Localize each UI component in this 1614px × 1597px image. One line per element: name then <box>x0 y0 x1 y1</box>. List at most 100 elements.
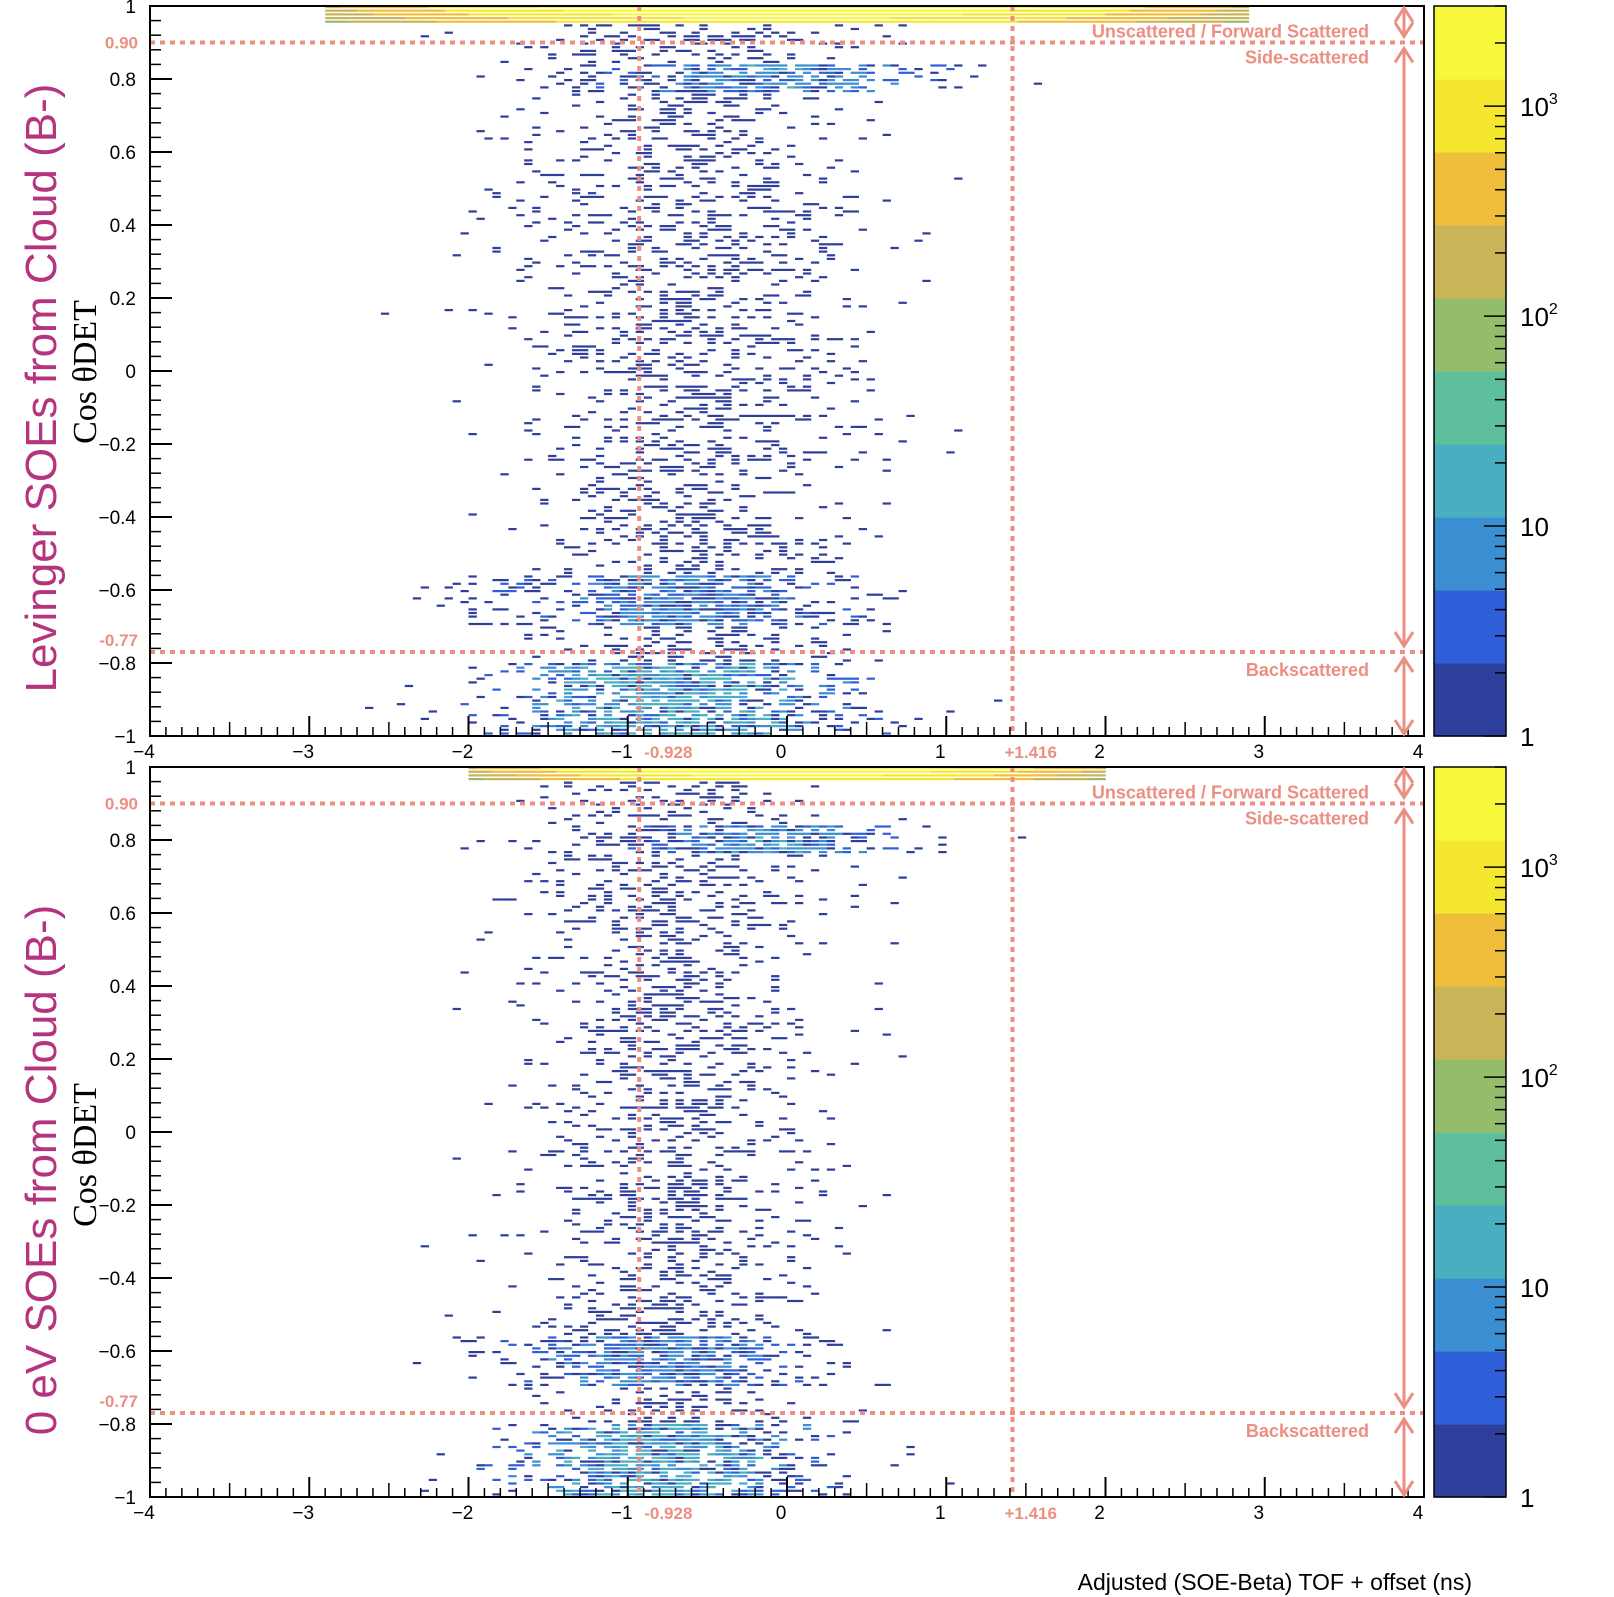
heatmap-cell <box>683 316 692 319</box>
heatmap-cell <box>675 604 684 607</box>
heatmap-cell <box>755 1124 764 1127</box>
heatmap-cell <box>643 1267 652 1270</box>
heatmap-cell <box>643 79 652 82</box>
heatmap-cell <box>603 13 613 16</box>
heatmap-cell <box>587 1332 597 1335</box>
heatmap-cell <box>1193 9 1202 12</box>
heatmap-cell <box>643 268 652 271</box>
heatmap-cell <box>691 692 700 695</box>
heatmap-cell <box>595 1340 605 1343</box>
heatmap-cell <box>739 13 748 16</box>
heatmap-cell <box>603 509 613 512</box>
heatmap-cell <box>556 159 565 162</box>
heatmap-cell <box>643 327 652 330</box>
heatmap-cell <box>643 9 652 12</box>
heatmap-cell <box>556 601 565 604</box>
heatmap-cell <box>731 626 740 629</box>
heatmap-cell <box>603 1197 613 1200</box>
heatmap-cell <box>795 699 804 702</box>
heatmap-cell <box>739 68 748 71</box>
heatmap-cell <box>795 349 804 352</box>
heatmap-cell <box>795 663 804 666</box>
heatmap-cell <box>755 1292 764 1295</box>
heatmap-cell <box>771 148 780 151</box>
heatmap-cell <box>667 703 676 706</box>
heatmap-cell <box>603 294 613 297</box>
heatmap-cell <box>643 695 652 699</box>
heatmap-cell <box>619 1077 629 1080</box>
x-tick-label: −2 <box>452 742 474 763</box>
heatmap-cell <box>492 246 501 250</box>
heatmap-cell <box>787 454 796 458</box>
heatmap-cell <box>508 586 517 589</box>
heatmap-cell <box>476 9 485 12</box>
heatmap-cell <box>731 1332 740 1335</box>
heatmap-cell <box>715 597 724 600</box>
heatmap-cell <box>771 1135 780 1138</box>
heatmap-cell <box>627 371 637 374</box>
heatmap-cell <box>842 367 851 370</box>
heatmap-cell <box>747 192 756 195</box>
heatmap-cell <box>739 575 748 578</box>
heatmap-cell <box>715 396 724 399</box>
heatmap-cell <box>763 1445 772 1449</box>
heatmap-cell <box>715 1226 724 1230</box>
heatmap-cell <box>731 517 740 520</box>
heatmap-cell <box>580 1164 589 1167</box>
heatmap-cell <box>675 684 684 688</box>
heatmap-cell <box>826 82 836 85</box>
heatmap-cell <box>755 1493 764 1496</box>
x-tick-label: −4 <box>133 742 155 763</box>
heatmap-cell <box>842 17 851 20</box>
heatmap-cell <box>707 586 716 589</box>
heatmap-cell <box>715 290 724 293</box>
heatmap-cell <box>611 371 621 374</box>
heatmap-cell <box>739 593 748 596</box>
heatmap-cell <box>850 458 859 461</box>
heatmap-cell <box>810 1438 820 1441</box>
heatmap-cell <box>834 17 844 20</box>
heatmap-cell <box>476 17 485 20</box>
heatmap-cell <box>715 641 724 644</box>
heatmap-cell <box>715 1299 724 1303</box>
heatmap-cell <box>572 345 581 348</box>
heatmap-cell <box>564 1358 573 1361</box>
heatmap-cell <box>882 597 891 600</box>
heatmap-cell <box>627 1205 637 1208</box>
heatmap-cell <box>890 721 899 724</box>
heatmap-cell <box>699 17 708 20</box>
heatmap-cell <box>1010 20 1019 23</box>
heatmap-cell <box>715 228 724 231</box>
heatmap-cell <box>842 90 851 93</box>
heatmap-cell <box>556 1365 565 1368</box>
heatmap-cell <box>755 1347 764 1350</box>
heatmap-cell <box>627 462 637 465</box>
heatmap-cell <box>619 1471 629 1474</box>
heatmap-cell <box>603 1478 613 1481</box>
heatmap-cell <box>548 582 557 585</box>
heatmap-cell <box>755 1486 764 1489</box>
heatmap-cell <box>707 210 716 213</box>
heatmap-cell <box>572 1212 581 1215</box>
heatmap-cell <box>707 159 716 162</box>
heatmap-cell <box>747 144 756 147</box>
heatmap-cell <box>763 309 772 312</box>
heatmap-cell <box>818 13 828 16</box>
heatmap-cell <box>1129 17 1138 20</box>
heatmap-cell <box>834 575 844 578</box>
heatmap-cell <box>365 706 374 709</box>
heatmap-cell <box>325 6 334 9</box>
heatmap-cell <box>675 728 684 731</box>
heatmap-cell <box>723 1362 732 1365</box>
heatmap-cell <box>611 1018 621 1021</box>
heatmap-cell <box>699 1256 708 1259</box>
heatmap-cell <box>508 20 517 23</box>
heatmap-cell <box>595 1442 605 1445</box>
heatmap-cell <box>1153 17 1162 20</box>
heatmap-cell <box>603 1372 613 1376</box>
heatmap-cell <box>651 246 660 250</box>
heatmap-cell <box>667 1362 676 1365</box>
heatmap-cell <box>548 1347 557 1350</box>
heatmap-cell <box>723 1048 732 1051</box>
heatmap-cell <box>834 243 844 246</box>
